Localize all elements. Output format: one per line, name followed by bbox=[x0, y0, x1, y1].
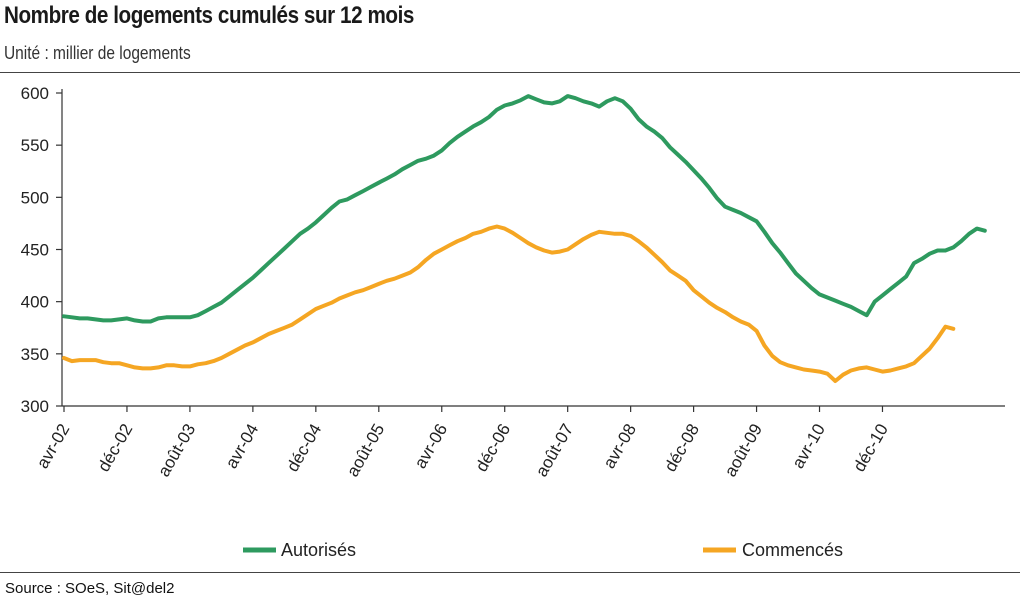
series-line-autorises bbox=[62, 94, 987, 324]
x-tick-label: déc-06 bbox=[472, 420, 514, 475]
top-rule bbox=[0, 72, 1020, 73]
y-tick-label: 600 bbox=[21, 84, 49, 103]
chart-legend: Autorisés Commencés bbox=[243, 540, 843, 560]
chart-axes: 300 350 400 450 500 550 600 avr-02 déc-02 août-03… bbox=[21, 84, 1005, 480]
x-tick-label: avr-02 bbox=[33, 421, 74, 472]
y-tick-label: 300 bbox=[21, 397, 49, 416]
chart-subtitle: Unité : millier de logements bbox=[4, 43, 191, 63]
x-tick-label: déc-08 bbox=[661, 421, 703, 476]
x-tick-label: avr-06 bbox=[411, 421, 452, 472]
chart-series bbox=[62, 94, 987, 383]
x-tick-label: avr-08 bbox=[600, 421, 641, 472]
x-tick-label: avr-10 bbox=[788, 421, 829, 472]
y-tick-label: 500 bbox=[21, 188, 49, 207]
x-tick-label: déc-10 bbox=[849, 421, 891, 476]
source-note: Source : SOeS, Sit@del2 bbox=[5, 580, 175, 597]
x-tick-label: août-03 bbox=[154, 421, 199, 480]
x-tick-label: août-05 bbox=[343, 421, 388, 480]
y-tick-label: 450 bbox=[21, 241, 49, 260]
x-tick-label: déc-02 bbox=[94, 421, 136, 476]
x-tick-label: déc-04 bbox=[283, 421, 325, 476]
x-tick-label: août-09 bbox=[721, 421, 766, 480]
y-tick-label: 400 bbox=[21, 293, 49, 312]
legend-label: Autorisés bbox=[281, 540, 356, 560]
x-tick-label: août-07 bbox=[532, 421, 577, 480]
chart-title: Nombre de logements cumulés sur 12 mois bbox=[4, 2, 414, 29]
series-line-commences bbox=[62, 224, 956, 383]
y-tick-label: 350 bbox=[21, 345, 49, 364]
y-tick-label: 550 bbox=[21, 136, 49, 155]
x-tick-label: avr-04 bbox=[222, 421, 263, 472]
legend-label: Commencés bbox=[742, 540, 843, 560]
bottom-rule bbox=[0, 572, 1020, 573]
